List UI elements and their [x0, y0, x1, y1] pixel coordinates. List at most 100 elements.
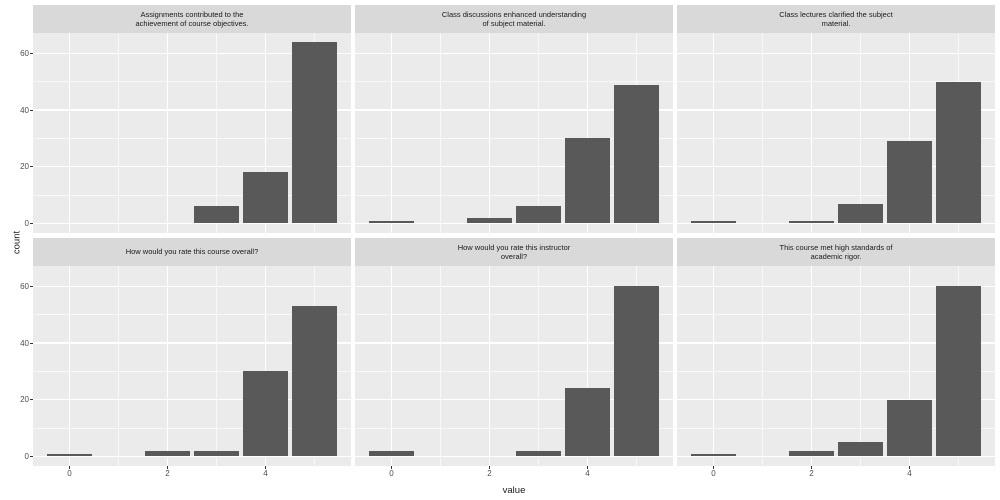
x-major-gridline [488, 33, 491, 233]
panel-area [677, 33, 995, 233]
y-major-gridline [33, 399, 351, 401]
bar-x3 [516, 450, 561, 457]
y-major-gridline [677, 222, 995, 225]
x-tick-label: 4 [907, 469, 912, 478]
panel-area [355, 266, 673, 466]
bar-x5 [936, 286, 981, 457]
y-tick-mark [30, 166, 33, 168]
x-tick-label: 2 [165, 469, 170, 478]
x-tick-mark [586, 466, 588, 469]
bar-x3 [838, 442, 883, 457]
bar-x2 [467, 217, 512, 224]
x-tick-label: 4 [585, 469, 590, 478]
x-tick-label: 2 [487, 469, 492, 478]
x-tick-mark [69, 466, 70, 469]
facet-title: Assignments contributed to the achieveme… [135, 9, 249, 29]
y-tick-mark [30, 285, 33, 287]
y-minor-gridline [33, 137, 351, 139]
x-major-gridline [166, 266, 169, 466]
bar-x0 [691, 453, 736, 457]
y-major-gridline [355, 342, 673, 344]
panel-area [33, 33, 351, 233]
bar-x3 [516, 206, 561, 224]
bar-x2 [145, 450, 190, 457]
y-minor-gridline [677, 370, 995, 372]
y-tick-mark [30, 399, 33, 401]
x-major-gridline [264, 266, 267, 466]
x-minor-gridline [762, 33, 763, 233]
y-major-gridline [355, 166, 673, 168]
y-major-gridline [677, 166, 995, 168]
bar-x5 [614, 286, 659, 457]
y-minor-gridline [355, 194, 673, 196]
y-minor-gridline [355, 427, 673, 429]
x-axis-title: value [502, 485, 526, 496]
x-major-gridline [586, 33, 589, 233]
y-major-gridline [33, 109, 351, 111]
panel-area [33, 266, 351, 466]
bar-x5 [292, 306, 337, 457]
x-tick-mark [489, 466, 490, 469]
y-major-gridline [33, 52, 351, 55]
bar-x4 [565, 138, 610, 224]
x-tick-mark [811, 466, 812, 469]
y-major-gridline [33, 285, 351, 288]
x-major-gridline [908, 266, 911, 466]
x-tick-mark [713, 466, 714, 469]
x-major-gridline [166, 33, 169, 233]
y-major-gridline [677, 399, 995, 401]
y-minor-gridline [677, 314, 995, 316]
facet-strip: This course met high standards of academ… [677, 238, 995, 266]
y-axis-title: count [11, 230, 23, 255]
bar-x0 [691, 220, 736, 224]
y-major-gridline [677, 52, 995, 55]
y-major-gridline [33, 342, 351, 344]
facet-panel: Class lectures clarified the subject mat… [677, 5, 995, 233]
x-minor-gridline [118, 266, 119, 466]
facet-strip: How would you rate this course overall? [33, 238, 351, 266]
y-tick-label: 60 [20, 281, 29, 291]
y-major-gridline [33, 455, 351, 458]
bar-x4 [887, 141, 932, 224]
y-major-gridline [677, 109, 995, 111]
x-major-gridline [68, 266, 71, 466]
y-tick-mark [30, 455, 33, 457]
y-major-gridline [677, 455, 995, 458]
y-minor-gridline [355, 314, 673, 316]
y-minor-gridline [677, 427, 995, 429]
x-major-gridline [712, 33, 715, 233]
bar-x4 [243, 371, 288, 457]
facet-strip: Assignments contributed to the achieveme… [33, 5, 351, 33]
x-tick-label: 0 [711, 469, 716, 478]
x-major-gridline [586, 266, 589, 466]
x-minor-gridline [215, 33, 217, 233]
facet-panel: How would you rate this course overall? 0… [20, 238, 351, 478]
x-major-gridline [810, 266, 813, 466]
x-major-gridline [68, 33, 71, 233]
y-tick-label: 60 [20, 48, 29, 58]
y-major-gridline [33, 166, 351, 168]
y-major-gridline [355, 109, 673, 111]
facet-panel: Assignments contributed to the achieveme… [20, 5, 351, 233]
bar-x3 [838, 203, 883, 224]
y-major-gridline [677, 285, 995, 288]
panel-area [677, 266, 995, 466]
x-tick-label: 0 [67, 469, 72, 478]
y-major-gridline [677, 342, 995, 344]
y-minor-gridline [355, 81, 673, 83]
facet-title: Class discussions enhanced understanding… [441, 9, 587, 29]
y-tick-mark [30, 109, 33, 111]
x-minor-gridline [118, 33, 119, 233]
x-minor-gridline [440, 266, 441, 466]
x-tick-mark [167, 466, 168, 469]
facet-strip: Class discussions enhanced understanding… [355, 5, 673, 33]
bar-x0 [369, 220, 414, 224]
facet-title: Class lectures clarified the subject mat… [779, 9, 893, 29]
x-minor-gridline [762, 266, 763, 466]
y-major-gridline [355, 52, 673, 55]
x-major-gridline [908, 33, 911, 233]
y-minor-gridline [355, 137, 673, 139]
y-minor-gridline [33, 314, 351, 316]
facet-title: How would you rate this course overall? [125, 247, 259, 257]
x-major-gridline [488, 266, 491, 466]
